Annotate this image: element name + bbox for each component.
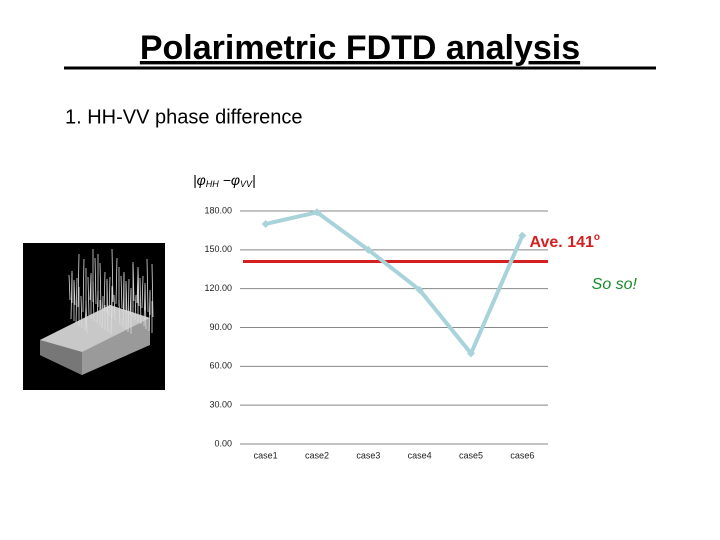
y-tick-label: 90.00: [209, 322, 232, 332]
average-label-sup: o: [594, 232, 600, 243]
subtitle: 1. HH-VV phase difference: [65, 106, 303, 128]
data-marker: [364, 245, 373, 254]
x-tick-label: case1: [254, 450, 278, 460]
y-label-part: VV: [240, 179, 253, 189]
data-marker: [518, 231, 527, 240]
x-tick-label: case6: [510, 450, 534, 460]
slide-title: Polarimetric FDTD analysis: [140, 29, 580, 67]
data-marker: [415, 285, 424, 294]
y-tick-label: 30.00: [209, 400, 232, 410]
y-tick-label: 180.00: [204, 205, 232, 215]
y-tick-label: 60.00: [209, 361, 232, 371]
y-label-part: |φ: [193, 172, 206, 188]
render-image: [23, 243, 165, 390]
average-label: Ave. 141o: [530, 232, 600, 252]
data-marker: [313, 208, 321, 217]
comment: So so!: [592, 276, 638, 293]
x-tick-label: case5: [459, 450, 483, 460]
average-label-text: Ave. 141: [530, 234, 594, 251]
data-marker: [261, 219, 270, 228]
y-label-part: −φ: [219, 172, 240, 188]
x-tick-label: case4: [408, 450, 432, 460]
y-axis-label: |φHH −φVV|: [193, 172, 256, 190]
y-label-part: HH: [206, 179, 219, 189]
y-tick-label: 0.00: [214, 438, 232, 448]
x-tick-label: case3: [356, 450, 380, 460]
x-tick-label: case2: [305, 450, 329, 460]
chart: |φHH −φVV| 0.00 30.00 60.00 90.00 120.00 150.0…: [193, 172, 638, 461]
y-label-part: |: [252, 172, 256, 188]
y-tick-label: 150.00: [204, 244, 232, 254]
y-tick-label: 120.00: [204, 283, 232, 293]
data-line: [265, 210, 525, 358]
data-marker: [467, 349, 475, 358]
